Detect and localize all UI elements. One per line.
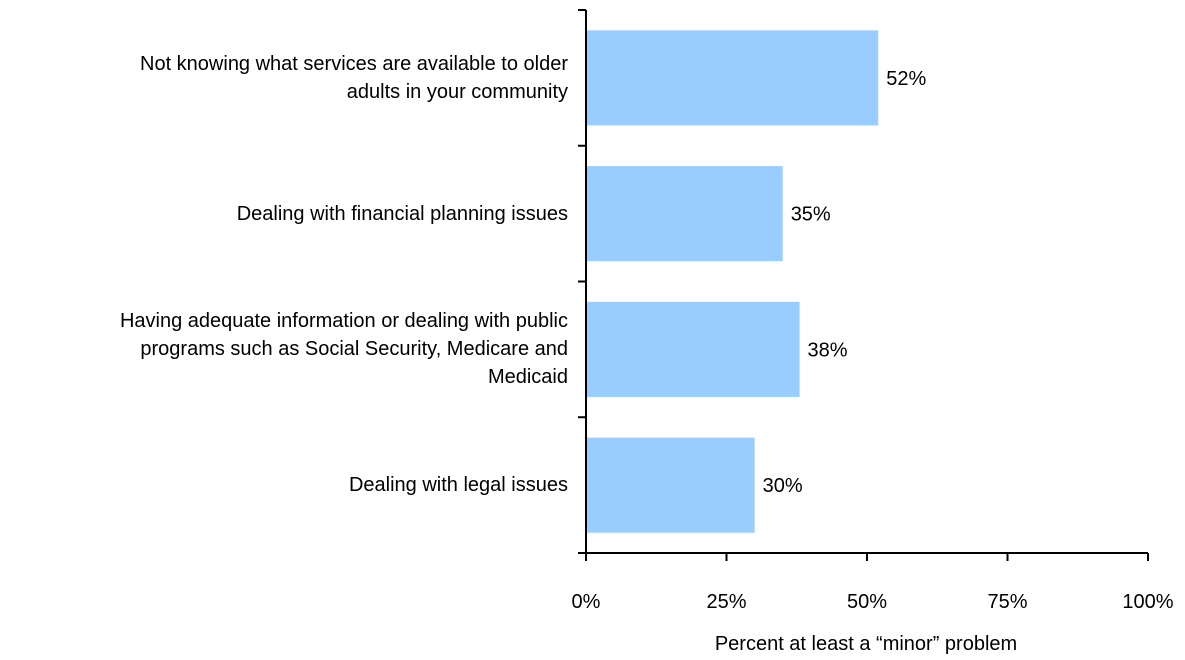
value-label: 52% [886,68,926,90]
category-label: Having adequate information or dealing w… [0,307,568,391]
value-label: 35% [791,204,831,226]
bar [586,437,755,533]
category-label-line: Dealing with legal issues [348,474,568,497]
x-tick-label: 25% [706,591,746,613]
x-tick-label: 50% [847,591,887,613]
category-label-line: adults in your community [346,80,568,103]
category-label: Not knowing what services are available … [0,50,568,106]
category-label-line: Dealing with financial planning issues [236,202,568,225]
x-tick-label: 75% [987,591,1027,613]
category-label: Dealing with financial planning issues [0,200,568,228]
category-label-line: programs such as Social Security, Medica… [140,338,568,361]
value-label: 38% [808,339,848,361]
category-label-line: Medicaid [487,366,568,389]
x-tick-label: 100% [1122,591,1173,613]
category-label: Dealing with legal issues [0,471,568,499]
x-tick-label: 0% [572,591,601,613]
bar [586,30,879,126]
category-label-line: Not knowing what services are available … [140,52,568,75]
x-axis-title: Percent at least a “minor” problem [715,633,1017,655]
category-label-line: Having adequate information or dealing w… [119,310,568,333]
bar [586,301,800,397]
bar [586,166,783,262]
value-label: 30% [763,475,803,497]
